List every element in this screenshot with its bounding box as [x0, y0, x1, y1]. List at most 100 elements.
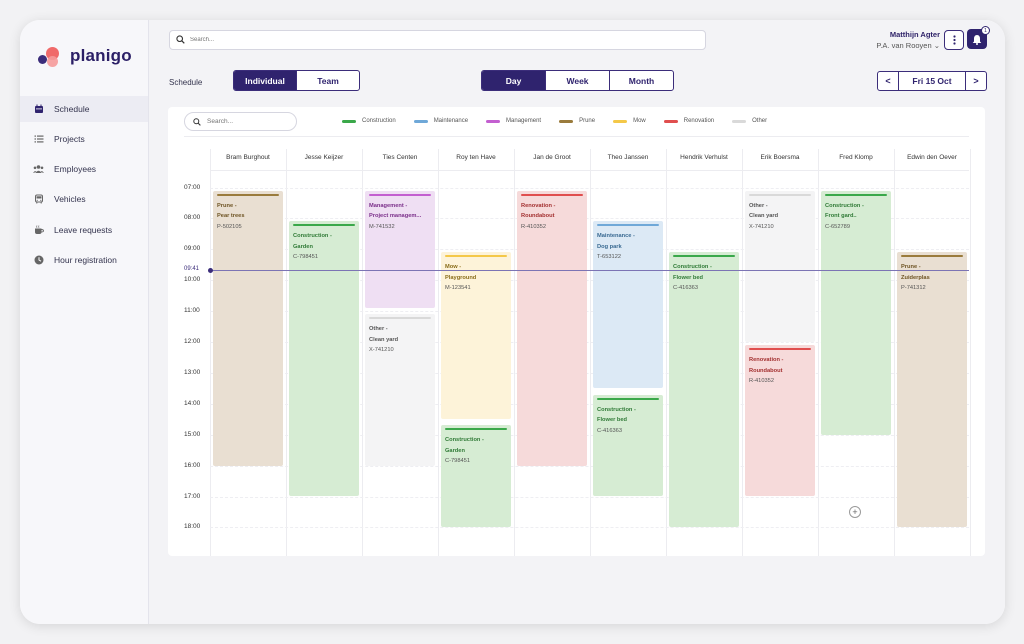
shift-code: P-502105 [217, 223, 242, 230]
sidebar-item-schedule[interactable]: Schedule [20, 96, 148, 122]
column-divider [970, 149, 971, 556]
legend-item[interactable]: Construction [342, 118, 396, 124]
shift-block[interactable]: Management - Project managem... M-741532 [365, 190, 435, 308]
global-search[interactable] [169, 30, 706, 50]
shift-code: C-798451 [445, 458, 470, 465]
kebab-icon [952, 35, 956, 45]
legend-item[interactable]: Mow [613, 118, 646, 124]
add-shift-button[interactable]: + [849, 506, 861, 518]
day-tab[interactable]: Day [482, 71, 546, 90]
shift-type-bar [597, 224, 659, 227]
shift-subtitle: Front gard.. [825, 213, 857, 220]
shift-block[interactable]: Renovation - Roundabout R-410352 [517, 190, 587, 466]
legend-label: Other [752, 118, 768, 124]
column-divider [210, 149, 211, 556]
hour-gridline [210, 372, 969, 374]
sidebar-item-label: Vehicles [54, 194, 86, 204]
shift-title: Prune - [217, 202, 237, 209]
legend-label: Mow [633, 118, 646, 124]
legend-label: Construction [362, 118, 396, 124]
employee-column-header: Theo Janssen [607, 154, 649, 161]
legend-label: Prune [579, 118, 596, 124]
shift-title: Renovation - [749, 357, 784, 364]
shift-subtitle: Pear trees [217, 213, 245, 220]
shift-block[interactable]: Prune - Zuiderplas P-741312 [897, 252, 967, 528]
chevron-left-icon: < [885, 76, 891, 86]
legend-item[interactable]: Management [486, 118, 541, 124]
sidebar-item-projects[interactable]: Projects [20, 126, 148, 152]
shift-subtitle: Zuiderplas [901, 274, 930, 281]
legend-swatch [413, 119, 428, 123]
individual-tab[interactable]: Individual [234, 71, 297, 90]
shift-subtitle: Flower bed [673, 274, 704, 281]
hour-label: 09:00 [184, 245, 201, 253]
chevron-right-icon: > [973, 76, 979, 86]
shift-block[interactable]: Construction - Garden C-798451 [289, 221, 359, 497]
notification-count-badge: 1 [981, 26, 990, 35]
divider [184, 136, 969, 137]
legend-swatch [559, 119, 574, 123]
column-divider [362, 149, 363, 556]
column-divider [742, 149, 743, 556]
legend-item[interactable]: Renovation [663, 118, 714, 124]
shift-block[interactable]: Other - Clean yard X-741210 [745, 190, 815, 342]
shift-code: R-410352 [521, 223, 546, 230]
shift-type-bar [901, 255, 963, 258]
legend-item[interactable]: Other [732, 118, 767, 124]
global-search-input[interactable] [190, 37, 670, 43]
main-area: Matthijn Agter P.A. van Rooyen ⌄ 1 Sched… [149, 20, 1005, 624]
shift-block[interactable]: Other - Clean yard X-741210 [365, 314, 435, 466]
previous-day-button[interactable]: < [878, 72, 898, 90]
user-menu[interactable]: Matthijn Agter P.A. van Rooyen ⌄ [876, 30, 940, 50]
board-search-input[interactable] [207, 118, 287, 125]
list-icon [33, 134, 44, 145]
shift-code: X-741210 [369, 347, 394, 354]
users-icon [33, 164, 44, 175]
shift-subtitle: Garden [293, 243, 313, 250]
current-date[interactable]: Fri 15 Oct [898, 72, 966, 90]
next-day-button[interactable]: > [966, 72, 986, 90]
shift-type-bar [749, 193, 811, 196]
range-toggle: Day Week Month [481, 70, 674, 91]
view-toggle: Individual Team [233, 70, 360, 91]
shift-title: Construction - [673, 264, 712, 271]
shift-type-bar [749, 348, 811, 351]
legend-item[interactable]: Prune [559, 118, 595, 124]
week-tab[interactable]: Week [546, 71, 610, 90]
header-divider [210, 170, 969, 171]
shift-title: Construction - [597, 406, 636, 413]
sidebar-item-leave-requests[interactable]: Leave requests [20, 217, 148, 243]
shift-code: C-652789 [825, 223, 850, 230]
shift-subtitle: Playground [445, 274, 477, 281]
sidebar-item-vehicles[interactable]: Vehicles [20, 186, 148, 212]
shift-block[interactable]: Construction - Flower bed C-416363 [593, 394, 663, 497]
shift-block[interactable]: Maintenance - Dog park T-653122 [593, 221, 663, 389]
hour-label: 13:00 [184, 368, 201, 376]
shift-subtitle: Clean yard [749, 213, 779, 220]
shift-subtitle: Project managem... [369, 213, 422, 220]
clock-icon [33, 255, 44, 266]
column-divider [438, 149, 439, 556]
company-selector[interactable]: P.A. van Rooyen ⌄ [876, 41, 940, 50]
shift-block[interactable]: Construction - Flower bed C-416363 [669, 252, 739, 528]
legend-item[interactable]: Maintenance [413, 118, 468, 124]
shift-block[interactable]: Prune - Pear trees P-502105 [213, 190, 283, 466]
sidebar-item-label: Leave requests [54, 225, 113, 235]
shift-block[interactable]: Construction - Front gard.. C-652789 [821, 190, 891, 435]
logo-name: planigo [70, 46, 132, 65]
logo[interactable]: planigo [38, 42, 132, 70]
shift-type-bar [445, 428, 507, 431]
more-options-button[interactable] [944, 30, 964, 50]
shift-type-bar [217, 193, 279, 196]
board-search[interactable] [184, 112, 297, 131]
legend-swatch [342, 119, 356, 123]
shift-block[interactable]: Construction - Garden C-798451 [441, 425, 511, 528]
column-divider [666, 149, 667, 556]
team-tab[interactable]: Team [317, 75, 339, 86]
logo-icon [38, 45, 60, 67]
shift-block[interactable]: Mow - Playground M-123541 [441, 252, 511, 420]
shift-block[interactable]: Renovation - Roundabout R-410352 [745, 345, 815, 497]
sidebar-item-hour-registration[interactable]: Hour registration [20, 247, 148, 273]
sidebar-item-employees[interactable]: Employees [20, 156, 148, 182]
month-tab[interactable]: Month [628, 75, 655, 86]
